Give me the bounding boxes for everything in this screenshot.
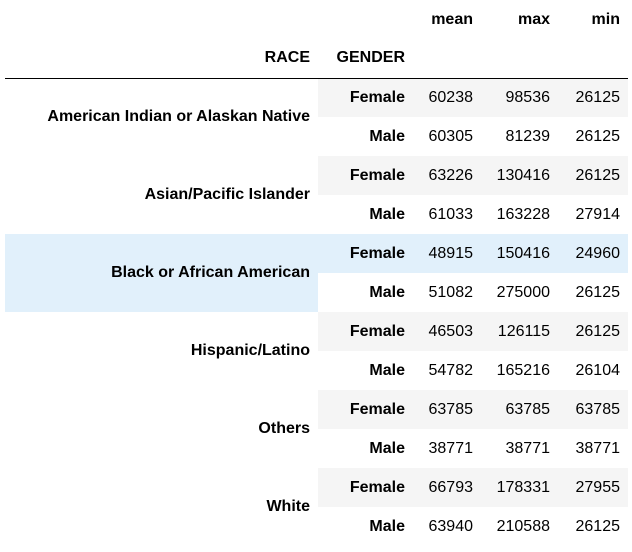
header-cell <box>413 39 481 79</box>
race-label: American Indian or Alaskan Native <box>5 78 318 156</box>
value-cell: 38771 <box>575 439 621 457</box>
race-label: Black or African American <box>5 234 318 312</box>
value-cell: 48915 <box>413 234 481 273</box>
value-cell: 165216 <box>496 361 550 379</box>
table-row: Others Female 63785 63785 63785 <box>5 390 628 468</box>
table-row: Hispanic/Latino Female 46503 126115 26125 <box>5 312 628 390</box>
value-cell: 275000 <box>496 283 550 301</box>
header-row: mean max min <box>5 0 628 39</box>
index-name: RACE <box>5 39 318 79</box>
header-cell <box>558 39 628 79</box>
header-cell <box>481 39 558 79</box>
value-cell: 26125 <box>558 156 628 195</box>
value-cell: 24960 <box>558 234 628 273</box>
header-row: RACE GENDER <box>5 39 628 79</box>
value-cell: 61033 <box>428 205 474 223</box>
table-row: American Indian or Alaskan Native Female 6… <box>5 78 628 156</box>
column-header: min <box>591 10 620 28</box>
data-table: mean max min RACE GENDER American Indian or … <box>5 0 628 546</box>
value-cell: 54782 <box>428 361 474 379</box>
value-cell: 26125 <box>558 78 628 117</box>
table-body: American Indian or Alaskan Native Female 6… <box>5 78 628 546</box>
value-cell: 63785 <box>558 390 628 429</box>
value-cell: 63785 <box>481 390 558 429</box>
value-cell: 178331 <box>481 468 558 507</box>
value-cell: 66793 <box>413 468 481 507</box>
value-cell: 27955 <box>558 468 628 507</box>
value-cell: 26125 <box>575 283 621 301</box>
value-cell: 63940 <box>428 517 474 535</box>
header-cell <box>318 0 413 39</box>
value-cell: 26125 <box>558 312 628 351</box>
table-row: Black or African American Female 48915 1504… <box>5 234 628 312</box>
gender-label: Female <box>318 468 413 507</box>
race-label: Hispanic/Latino <box>5 312 318 390</box>
table-row: Male 51082 275000 26125 <box>5 273 628 312</box>
table-row: Male 63940 210588 26125 <box>5 507 628 546</box>
gender-label: Female <box>318 390 413 429</box>
value-cell: 26125 <box>575 127 621 145</box>
value-cell: 27914 <box>575 205 621 223</box>
table-header: mean max min RACE GENDER <box>5 0 628 79</box>
value-cell: 38771 <box>428 439 474 457</box>
value-cell: 51082 <box>428 283 474 301</box>
value-cell: 81239 <box>505 127 551 145</box>
gender-label: Female <box>318 312 413 351</box>
value-cell: 26104 <box>575 361 621 379</box>
value-cell: 63785 <box>413 390 481 429</box>
value-cell: 126115 <box>481 312 558 351</box>
value-cell: 63226 <box>413 156 481 195</box>
value-cell: 163228 <box>496 205 550 223</box>
table-row: Male 38771 38771 38771 <box>5 429 628 468</box>
gender-label: Male <box>369 517 405 535</box>
gender-label: Male <box>369 439 405 457</box>
gender-label: Male <box>369 127 405 145</box>
value-cell: 26125 <box>575 517 621 535</box>
value-cell: 60238 <box>413 78 481 117</box>
value-cell: 46503 <box>413 312 481 351</box>
race-label: Others <box>5 390 318 468</box>
value-cell: 38771 <box>505 439 551 457</box>
index-name: GENDER <box>318 39 413 79</box>
gender-label: Male <box>369 283 405 301</box>
gender-label: Male <box>369 361 405 379</box>
column-header: mean <box>431 10 473 28</box>
gender-label: Female <box>318 156 413 195</box>
column-header: max <box>517 10 550 28</box>
value-cell: 150416 <box>481 234 558 273</box>
header-cell <box>5 0 318 39</box>
race-label: White <box>5 468 318 546</box>
value-cell: 60305 <box>428 127 474 145</box>
table-row: Male 54782 165216 26104 <box>5 351 628 390</box>
value-cell: 130416 <box>481 156 558 195</box>
gender-label: Male <box>369 205 405 223</box>
table-row: White Female 66793 178331 27955 <box>5 468 628 546</box>
table-row: Male 61033 163228 27914 <box>5 195 628 234</box>
gender-label: Female <box>318 78 413 117</box>
race-label: Asian/Pacific Islander <box>5 156 318 234</box>
table-row: Asian/Pacific Islander Female 63226 130416 2… <box>5 156 628 234</box>
value-cell: 210588 <box>496 517 550 535</box>
gender-label: Female <box>318 234 413 273</box>
table-row: Male 60305 81239 26125 <box>5 117 628 156</box>
value-cell: 98536 <box>481 78 558 117</box>
